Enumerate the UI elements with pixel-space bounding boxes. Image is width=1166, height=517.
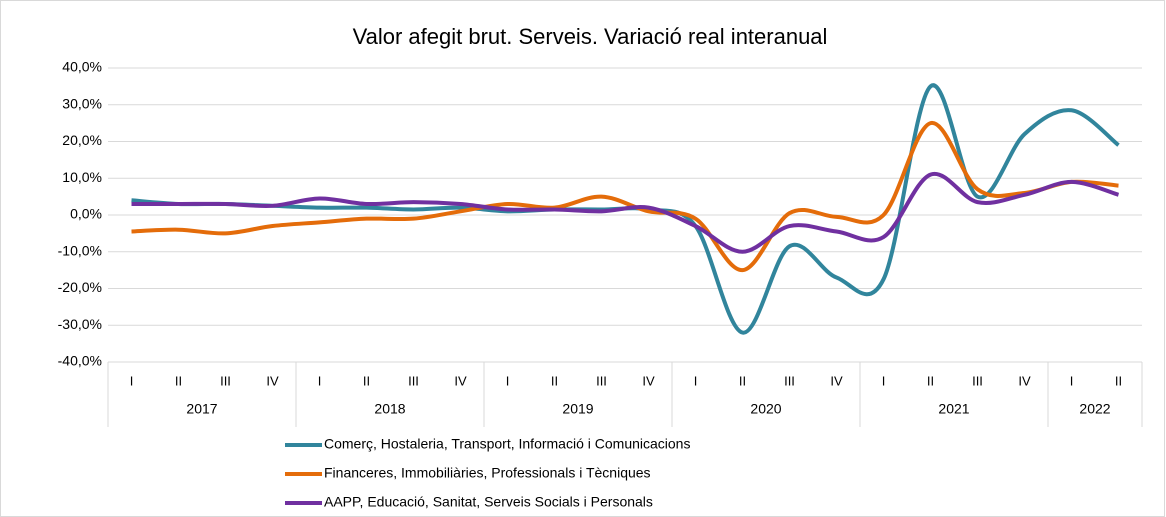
x-tick-label: IV [454,373,467,388]
x-group-label: 2018 [374,401,405,417]
y-tick-label: 40,0% [62,59,102,75]
y-tick-label: -10,0% [58,242,102,258]
x-tick-label: III [596,373,607,388]
x-tick-label: IV [1018,373,1031,388]
y-tick-label: -20,0% [58,279,102,295]
x-tick-label: II [927,373,934,388]
x-group-label: 2022 [1079,401,1110,417]
y-tick-label: 20,0% [62,132,102,148]
x-tick-label: III [784,373,795,388]
x-tick-label: I [694,373,698,388]
y-tick-label: -30,0% [58,316,102,332]
x-tick-label: IV [830,373,843,388]
x-tick-label: I [130,373,134,388]
legend-label: Financeres, Immobiliàries, Professionals… [324,465,651,481]
x-tick-label: III [972,373,983,388]
x-group-label: 2020 [750,401,781,417]
y-tick-label: -40,0% [58,353,102,369]
x-tick-label: IV [266,373,279,388]
legend-label: Comerç, Hostaleria, Transport, Informaci… [324,436,690,452]
x-tick-label: I [882,373,886,388]
x-tick-label: II [551,373,558,388]
y-tick-label: 30,0% [62,95,102,111]
legend-label: AAPP, Educació, Sanitat, Serveis Socials… [324,494,653,510]
x-group-label: 2017 [186,401,217,417]
x-tick-label: II [739,373,746,388]
y-tick-label: 0,0% [70,206,102,222]
x-tick-label: I [318,373,322,388]
x-tick-label: III [408,373,419,388]
x-group-label: 2019 [562,401,593,417]
x-tick-label: III [220,373,231,388]
series-line [131,171,1120,254]
x-tick-label: IV [642,373,655,388]
x-tick-label: II [175,373,182,388]
x-tick-label: I [506,373,510,388]
x-tick-label: I [1070,373,1074,388]
x-tick-label: II [363,373,370,388]
series-line [131,121,1119,273]
x-tick-label: II [1115,373,1122,388]
y-tick-label: 10,0% [62,169,102,185]
chart-title: Valor afegit brut. Serveis. Variació rea… [353,24,828,49]
x-group-label: 2021 [938,401,969,417]
